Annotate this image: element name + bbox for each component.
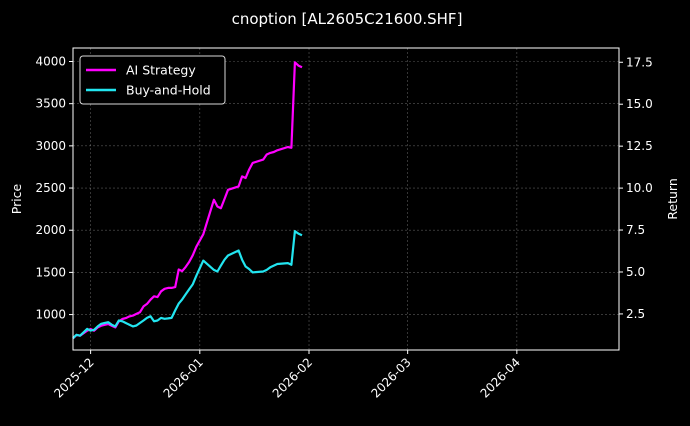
y2-tick-label: 15.0 — [626, 97, 653, 111]
y-axis-right: 2.5 5.0 7.5 10.0 12.5 15.0 17.5 — [619, 55, 653, 321]
series-line-ai-strategy — [72, 61, 303, 340]
x-tick-label: 2026-04 — [478, 355, 523, 400]
legend-box — [79, 55, 226, 105]
y2-axis-label: Return — [665, 178, 680, 219]
y-tick-label: 3000 — [35, 139, 66, 153]
y-tick-label: 2500 — [35, 181, 66, 195]
y2-tick-label: 12.5 — [626, 139, 653, 153]
y-tick-label: 3500 — [35, 97, 66, 111]
series-line-buy-and-hold — [72, 230, 303, 339]
y-axis-left: 1000 1500 2000 2500 3000 3500 4000 — [35, 54, 73, 322]
y-axis-label: Price — [9, 183, 24, 214]
chart-title: cnoption [AL2605C21600.SHF] — [232, 10, 463, 28]
y2-tick-label: 7.5 — [626, 223, 645, 237]
y-tick-label: 4000 — [35, 54, 66, 68]
plot-area-frame — [72, 47, 620, 351]
series-lines — [72, 61, 303, 340]
x-axis: 2025-12 2026-01 2026-02 2026-03 2026-04 — [51, 350, 523, 401]
grid-lines — [73, 48, 619, 350]
y2-tick-label: 10.0 — [626, 181, 653, 195]
x-tick-label: 2026-01 — [161, 355, 206, 400]
x-tick-label: 2026-02 — [270, 355, 315, 400]
y-tick-label: 1500 — [35, 265, 66, 279]
y2-tick-label: 5.0 — [626, 265, 645, 279]
x-tick-label: 2026-03 — [368, 355, 413, 400]
legend-label-ai-strategy: AI Strategy — [126, 63, 196, 78]
y-tick-label: 2000 — [35, 223, 66, 237]
legend-label-buy-and-hold: Buy-and-Hold — [126, 83, 211, 98]
x-tick-label: 2025-12 — [51, 355, 96, 400]
y-tick-label: 1000 — [35, 308, 66, 322]
y2-tick-label: 17.5 — [626, 55, 653, 69]
y2-tick-label: 2.5 — [626, 307, 645, 321]
legend: AI Strategy Buy-and-Hold — [79, 55, 226, 105]
